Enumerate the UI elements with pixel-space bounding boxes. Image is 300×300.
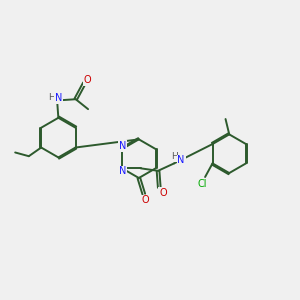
Text: O: O bbox=[159, 188, 167, 198]
Text: O: O bbox=[83, 75, 91, 85]
Text: O: O bbox=[141, 195, 149, 205]
Text: Cl: Cl bbox=[198, 179, 207, 189]
Text: N: N bbox=[119, 141, 126, 151]
Text: N: N bbox=[119, 166, 126, 176]
Text: N: N bbox=[177, 155, 185, 165]
Text: N: N bbox=[55, 93, 62, 103]
Text: H: H bbox=[48, 94, 55, 103]
Text: H: H bbox=[171, 152, 178, 161]
